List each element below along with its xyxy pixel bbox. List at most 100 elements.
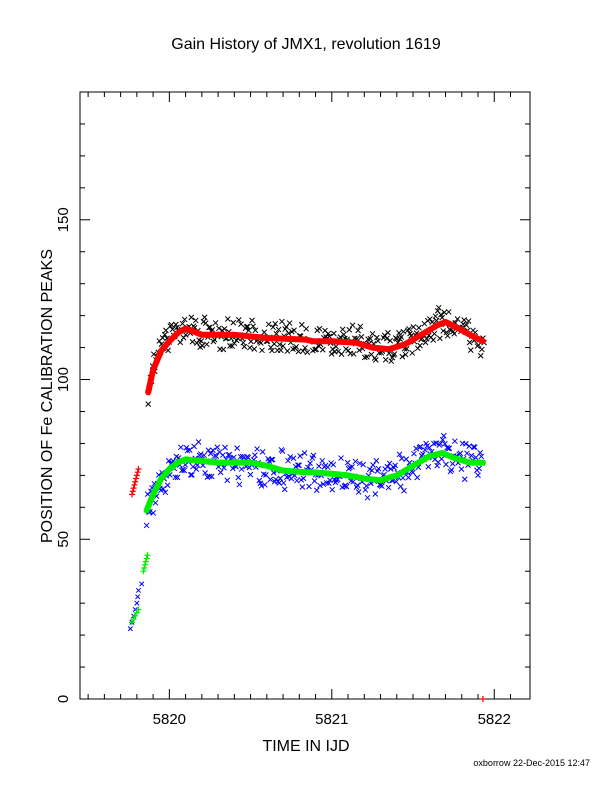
data-point	[304, 349, 311, 356]
data-point	[369, 467, 375, 474]
data-point	[472, 454, 479, 461]
data-point	[182, 332, 189, 338]
data-point	[433, 440, 439, 446]
data-point	[445, 309, 452, 315]
data-point	[202, 320, 209, 326]
data-point	[465, 318, 472, 324]
data-point	[411, 450, 417, 457]
data-point	[251, 346, 258, 352]
data-point	[226, 451, 233, 458]
data-point	[384, 463, 391, 470]
data-point	[374, 334, 380, 341]
data-point	[373, 457, 380, 464]
data-point	[128, 491, 135, 498]
data-point	[234, 445, 241, 451]
data-point	[202, 470, 209, 476]
data-point	[343, 483, 350, 490]
data-point	[190, 463, 196, 470]
plot-frame	[79, 91, 531, 700]
data-point	[463, 440, 469, 447]
data-point	[179, 320, 186, 327]
data-point	[201, 452, 207, 459]
data-point	[382, 356, 389, 363]
data-point	[396, 451, 403, 458]
data-point	[334, 476, 341, 483]
data-point	[237, 453, 244, 460]
data-point	[435, 304, 442, 311]
data-point	[375, 338, 381, 344]
data-point	[269, 347, 275, 354]
data-point	[284, 348, 291, 354]
data-point	[212, 320, 219, 326]
data-point	[330, 461, 337, 468]
data-point	[161, 331, 168, 338]
data-point	[214, 444, 221, 451]
data-point	[141, 565, 148, 572]
data-point	[422, 446, 428, 453]
data-point	[159, 335, 166, 341]
data-point	[307, 460, 313, 467]
data-point	[397, 483, 404, 490]
data-point	[448, 466, 455, 473]
data-point	[201, 314, 208, 321]
data-point	[369, 330, 376, 337]
data-point	[372, 357, 379, 363]
data-point	[295, 462, 301, 468]
data-point	[272, 320, 279, 327]
data-point	[193, 466, 200, 472]
x-tick-label: 5821	[315, 711, 348, 728]
data-point	[306, 483, 312, 490]
data-point	[470, 444, 477, 450]
data-point	[300, 475, 307, 482]
data-point	[135, 587, 142, 593]
data-point	[350, 478, 357, 485]
data-point	[406, 325, 412, 332]
data-point	[425, 463, 432, 470]
data-point	[135, 465, 142, 472]
fit-line	[143, 450, 486, 514]
data-point	[133, 475, 140, 482]
data-point	[183, 444, 190, 451]
data-point	[297, 453, 304, 459]
data-point	[299, 484, 306, 490]
data-point	[423, 335, 430, 342]
data-point	[416, 324, 422, 331]
data-point	[188, 314, 195, 321]
data-point	[313, 487, 320, 494]
data-point	[387, 466, 394, 472]
data-point	[409, 469, 416, 476]
data-point	[145, 401, 152, 407]
data-point	[150, 510, 157, 516]
data-point	[134, 600, 140, 606]
data-point	[276, 341, 283, 348]
data-point	[372, 491, 379, 497]
data-point	[386, 460, 393, 467]
data-point	[131, 481, 138, 488]
data-point	[208, 473, 215, 480]
data-point	[216, 325, 222, 332]
data-point	[267, 476, 274, 483]
data-point	[134, 469, 141, 476]
data-point	[477, 449, 484, 456]
data-point	[362, 487, 369, 493]
series-1	[128, 319, 486, 702]
data-point	[295, 348, 302, 355]
data-point	[437, 335, 443, 342]
data-point	[409, 350, 416, 356]
data-point	[189, 471, 195, 478]
data-point	[259, 449, 266, 455]
data-point	[129, 488, 136, 495]
axis-ticks: 0 50 100 150 5820 5821 5822	[55, 91, 530, 728]
data-point	[466, 339, 473, 346]
data-point	[258, 340, 264, 346]
data-point	[434, 462, 440, 469]
data-point	[290, 455, 297, 462]
data-point	[440, 432, 447, 439]
data-point	[367, 335, 374, 342]
data-point	[461, 476, 468, 483]
data-point	[231, 454, 237, 461]
data-point	[432, 313, 439, 320]
data-point	[276, 480, 283, 486]
data-point	[187, 472, 194, 478]
